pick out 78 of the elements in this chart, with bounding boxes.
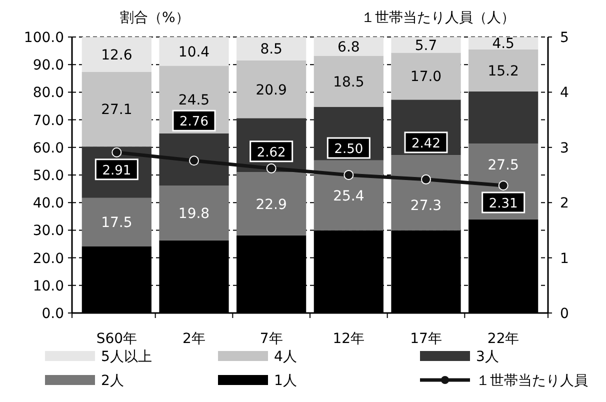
x-tick-label: 22年	[487, 331, 520, 347]
data-label: 27.5	[488, 158, 519, 174]
point	[498, 180, 508, 190]
x-tick-label: S60年	[96, 331, 138, 347]
y-tick-label: 60.0	[32, 140, 64, 156]
legend-label: 1人	[274, 373, 297, 389]
data-label: 22.9	[256, 196, 287, 213]
x-tick-label: 17年	[410, 331, 442, 347]
data-label: 2.76	[180, 114, 208, 130]
data-label: 27.3	[410, 198, 442, 214]
bar	[236, 172, 306, 236]
bar	[391, 52, 461, 100]
data-label: 15.2	[488, 63, 519, 80]
data-label: 18.5	[333, 74, 364, 90]
y2-tick-label: 1	[560, 250, 569, 267]
bar	[468, 91, 538, 144]
data-label: 12.6	[101, 47, 132, 64]
bar	[236, 60, 306, 118]
data-label: 5.7	[414, 38, 438, 54]
y-tick-label: 90.0	[32, 58, 64, 74]
y2-tick-label: 3	[560, 140, 569, 156]
y-tick-label: 20.0	[32, 250, 64, 267]
y-tick-label: 0.0	[42, 306, 64, 322]
y2-tick-label: 5	[560, 30, 569, 46]
y2-tick-label: 2	[560, 196, 569, 212]
data-label: 20.9	[256, 82, 287, 98]
point	[112, 147, 122, 158]
bar	[468, 37, 538, 50]
data-label: 10.4	[178, 44, 210, 60]
data-label: 27.1	[101, 102, 132, 118]
data-label: 8.5	[260, 42, 282, 58]
bar	[82, 198, 152, 246]
bar	[314, 56, 384, 107]
data-label: 2.91	[102, 163, 132, 178]
bar	[391, 155, 461, 230]
y-tick-label: 100.0	[24, 30, 64, 46]
bar	[159, 133, 229, 186]
data-label: 17.5	[101, 215, 132, 232]
data-label: 24.5	[178, 92, 210, 109]
y-tick-label: 40.0	[32, 196, 64, 212]
y2-tick-label: 0	[560, 306, 569, 322]
legend-label: 2人	[101, 373, 124, 389]
legend-label: 5人以上	[101, 349, 152, 365]
data-label: 4.5	[492, 36, 514, 52]
point	[189, 156, 199, 166]
bar	[391, 37, 461, 53]
bar	[314, 37, 384, 56]
data-label: 2.42	[412, 136, 440, 152]
y-tick-label: 10.0	[32, 278, 64, 294]
x-tick-label: 2年	[182, 331, 206, 347]
data-label: 6.8	[338, 39, 360, 56]
y-tick-label: 70.0	[32, 112, 64, 129]
x-tick-label: 7年	[260, 331, 283, 347]
bar	[159, 37, 229, 66]
data-label: 2.31	[488, 196, 518, 212]
bar	[82, 37, 152, 72]
legend-label: １世帯当たり人員	[476, 373, 588, 389]
y-tick-label: 50.0	[32, 168, 64, 184]
data-label: 19.8	[178, 206, 210, 222]
bar	[159, 186, 229, 240]
bar	[468, 49, 538, 92]
y-axis-title: 割合（%）	[120, 10, 190, 26]
y2-axis-title: １世帯当たり人員（人）	[361, 10, 515, 26]
data-label: 2.50	[334, 142, 364, 157]
y-tick-label: 30.0	[32, 223, 64, 240]
x-tick-label: 12年	[332, 331, 365, 347]
bar	[236, 37, 306, 60]
data-label: 17.0	[410, 69, 442, 86]
point	[266, 163, 276, 174]
y-tick-label: 80.0	[32, 85, 64, 102]
point	[344, 170, 354, 180]
data-label: 25.4	[333, 188, 364, 204]
legend-label: 4人	[274, 349, 297, 365]
legend-label: 3人	[476, 349, 499, 365]
data-label: 2.62	[256, 145, 286, 160]
point	[421, 174, 431, 184]
y2-tick-label: 4	[560, 85, 569, 102]
bar	[82, 72, 152, 147]
